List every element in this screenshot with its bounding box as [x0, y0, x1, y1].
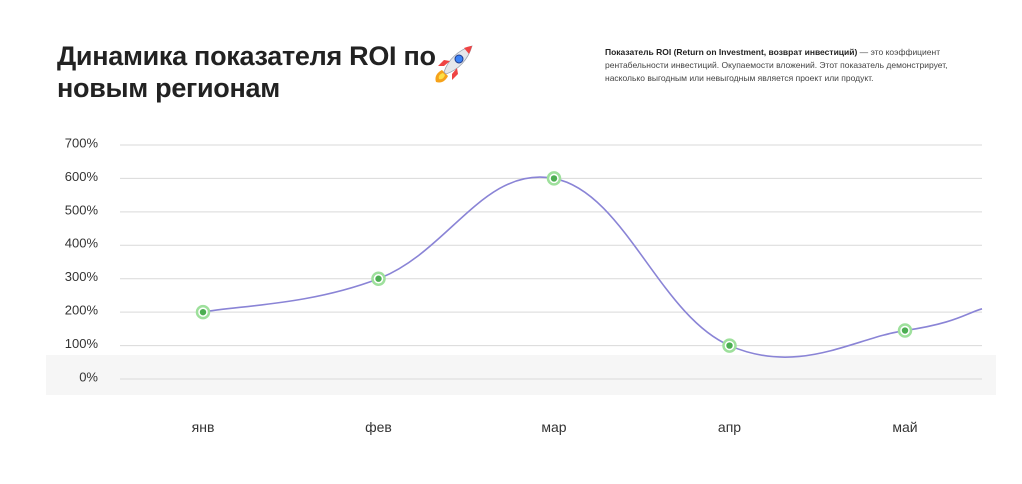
y-tick-label: 500%	[65, 202, 99, 217]
roi-series-line	[202, 176, 983, 358]
y-tick-label: 100%	[65, 336, 99, 351]
data-point	[897, 323, 913, 338]
x-tick-label: мар	[541, 419, 566, 435]
y-axis-ticks: 0% 100% 200% 300% 400% 500% 600% 700%	[65, 135, 99, 384]
x-tick-label: фев	[365, 419, 392, 435]
series-layer	[202, 176, 983, 358]
description-text: — это коэффициент рентабельности инвести…	[605, 47, 948, 83]
data-point	[371, 271, 386, 286]
y-tick-label: 0%	[79, 369, 98, 384]
data-point	[195, 304, 211, 320]
rocket-icon	[435, 45, 473, 83]
description: Показатель ROI (Return on Investment, во…	[605, 46, 950, 85]
description-bold: Показатель ROI (Return on Investment, во…	[605, 47, 858, 57]
x-tick-label: янв	[192, 419, 215, 435]
data-point	[722, 338, 737, 353]
y-tick-label: 600%	[65, 169, 99, 184]
points-layer	[195, 171, 913, 353]
y-tick-label: 300%	[65, 269, 99, 284]
x-tick-label: апр	[718, 419, 741, 435]
y-tick-label: 200%	[65, 303, 99, 318]
x-tick-label: май	[892, 419, 917, 435]
grid-layer	[120, 144, 982, 380]
x-axis-ticks: янв фев мар апр май	[192, 419, 918, 435]
data-point	[546, 171, 562, 186]
chart-title: Динамика показателя ROI по новым региона…	[57, 41, 436, 103]
y-tick-label: 700%	[65, 135, 99, 150]
y-tick-label: 400%	[65, 236, 99, 251]
zero-band	[46, 355, 996, 395]
